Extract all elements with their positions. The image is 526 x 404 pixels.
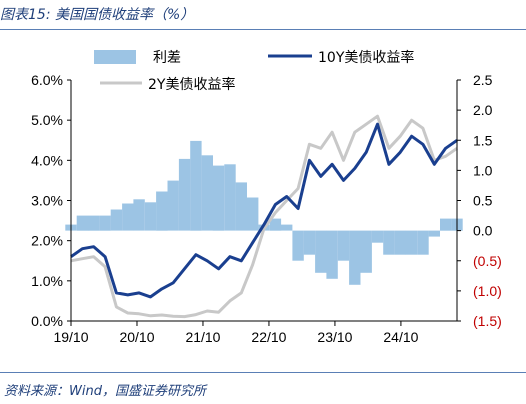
source-note: 资料来源：Wind，国盛证券研究所 — [4, 384, 206, 399]
spread-bar — [190, 140, 202, 231]
x-tick-label: 24/10 — [383, 329, 418, 345]
spread-bar — [428, 230, 440, 237]
y-right-tick-label: (1.5) — [473, 313, 502, 329]
top-rule — [0, 29, 526, 30]
spread-bar — [269, 218, 282, 231]
spread-bar — [133, 199, 145, 231]
spread-bar — [88, 215, 100, 231]
spread-bar — [349, 230, 361, 285]
legend-label-10y: 10Y美债收益率 — [318, 49, 414, 66]
spread-bar — [360, 230, 372, 273]
x-tick-label: 22/10 — [251, 329, 286, 345]
y-right-tick-label: 0.5 — [473, 193, 493, 209]
x-tick-label: 19/10 — [53, 329, 88, 345]
spread-bar — [110, 209, 123, 231]
spread-bar — [156, 191, 168, 231]
legend: 利差 10Y美债收益率 2Y美债收益率 — [94, 49, 414, 93]
legend-label-2y: 2Y美债收益率 — [148, 76, 235, 93]
legend-swatch-spread — [94, 50, 136, 64]
y-left-tick-label: 4.0% — [31, 152, 63, 168]
y-left-tick-label: 2.0% — [31, 233, 63, 249]
spread-bar — [440, 218, 452, 231]
spread-bar — [224, 164, 236, 231]
y-right-tick-label: 0.0 — [473, 223, 493, 239]
bottom-rule — [0, 372, 526, 373]
y-left-tick-label: 0.0% — [31, 313, 63, 329]
spread-bar — [247, 197, 259, 231]
spread-bar — [315, 230, 327, 273]
y-right-tick-label: 1.0 — [473, 162, 493, 178]
spread-bar — [326, 230, 338, 279]
spread-bar — [144, 202, 157, 231]
spread-bar — [394, 230, 406, 255]
legend-label-spread: 利差 — [153, 50, 181, 66]
y-left-tick-label: 6.0% — [31, 72, 63, 88]
spread-bar — [167, 180, 179, 231]
spread-bar — [337, 230, 350, 261]
y-right-tick-label: 2.0 — [473, 102, 493, 118]
y-left-tick-label: 5.0% — [31, 112, 63, 128]
spread-bar — [99, 215, 111, 231]
spread-bar — [405, 230, 418, 255]
spread-bar — [281, 224, 293, 231]
spread-bar — [371, 230, 384, 243]
y-left-tick-label: 1.0% — [31, 273, 63, 289]
spread-bar — [178, 158, 191, 231]
spread-bar — [417, 230, 429, 255]
spread-bar — [235, 182, 247, 231]
spread-bar — [383, 230, 395, 255]
x-tick-label: 20/10 — [119, 329, 154, 345]
spread-bar — [212, 165, 225, 231]
series-line-10y — [70, 122, 458, 299]
spread-bar — [122, 203, 134, 231]
figure-title: 图表15: 美国国债收益率（%） — [0, 7, 195, 23]
spread-bar — [76, 215, 89, 231]
x-tick-label: 23/10 — [317, 329, 352, 345]
spread-bar — [292, 230, 304, 261]
y-right-tick-label: 2.5 — [473, 72, 493, 88]
spread-bar — [303, 230, 316, 255]
series-line-2y — [70, 114, 458, 319]
y-left-tick-label: 3.0% — [31, 193, 63, 209]
spread-bar — [201, 155, 213, 231]
x-tick-label: 21/10 — [185, 329, 220, 345]
y-right-tick-label: (0.5) — [473, 253, 502, 269]
y-right-tick-label: (1.0) — [473, 283, 502, 299]
y-right-tick-label: 1.5 — [473, 132, 493, 148]
